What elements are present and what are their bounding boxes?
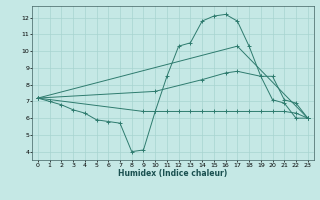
X-axis label: Humidex (Indice chaleur): Humidex (Indice chaleur) [118, 169, 228, 178]
